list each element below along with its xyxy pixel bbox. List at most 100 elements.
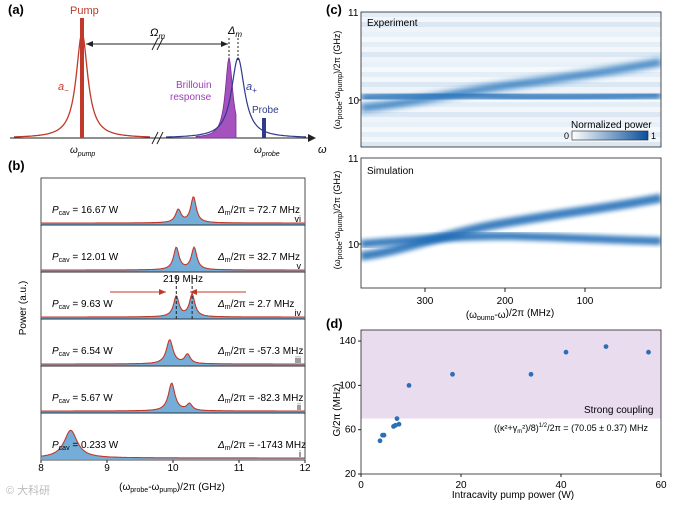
panel-a-label: (a) bbox=[8, 2, 24, 17]
omega-m-label: Ωm bbox=[150, 27, 165, 41]
data-point bbox=[396, 421, 402, 427]
panel-d-label: (d) bbox=[326, 316, 343, 331]
data-point bbox=[528, 371, 534, 377]
panel-d-ytick: 100 bbox=[339, 380, 356, 391]
panel-b-xtick-9: 9 bbox=[104, 463, 110, 474]
brillouin-label-1: Brillouin bbox=[176, 80, 212, 91]
simulation-lower-band bbox=[361, 231, 661, 248]
trace-detuning-ii: Δm/2π = -82.3 MHz bbox=[217, 393, 303, 405]
simulation-upper-band bbox=[361, 193, 661, 261]
experiment-ytick-10: 10 bbox=[348, 96, 360, 107]
simulation-ytick-11: 11 bbox=[348, 154, 359, 165]
trace-detuning-iv: Δm/2π = 2.7 MHz bbox=[217, 299, 294, 311]
simulation-label: Simulation bbox=[367, 166, 414, 177]
colorbar-min: 0 bbox=[564, 131, 569, 141]
trace-detuning-i: Δm/2π = -1743 MHz bbox=[217, 440, 306, 452]
data-point bbox=[450, 371, 455, 377]
panel-d-frame bbox=[360, 329, 662, 475]
panel-c-svg: (c) Experiment Normalized power 0 1 11 1… bbox=[326, 2, 662, 322]
panel-d-xlabel: Intracavity pump power (W) bbox=[452, 490, 574, 501]
trace-power-v: Pcav = 12.01 W bbox=[52, 252, 119, 264]
trace-detuning-v: Δm/2π = 32.7 MHz bbox=[217, 252, 300, 264]
a-plus-label: a+ bbox=[246, 81, 257, 95]
trace-data-iii bbox=[41, 339, 305, 366]
panel-b-ylabel: Power (a.u.) bbox=[18, 281, 29, 335]
panel-b-xtick-10: 10 bbox=[167, 463, 179, 474]
omega-axis-arrow bbox=[308, 134, 316, 142]
watermark: © 大科研 bbox=[6, 485, 51, 497]
trace-fit-ii bbox=[41, 382, 305, 412]
trace-data-ii bbox=[41, 383, 305, 413]
panel-b-xtick-8: 8 bbox=[38, 463, 44, 474]
trace-fit-v bbox=[41, 245, 305, 271]
experiment-lower-band bbox=[361, 90, 661, 103]
panel-d-ytick: 20 bbox=[345, 469, 357, 480]
panel-b-xlabel: (ωprobe-ωpump)/2π (GHz) bbox=[119, 482, 225, 494]
panel-a: (a) Pump a− Ωm Δm a+ Brillouin response bbox=[0, 0, 340, 160]
brillouin-label-2: response bbox=[170, 92, 212, 103]
experiment-label: Experiment bbox=[367, 18, 418, 29]
pump-label: Pump bbox=[70, 5, 99, 17]
panel-b-xticks: 8 9 10 11 12 bbox=[38, 463, 311, 474]
panel-d-xtick: 0 bbox=[358, 480, 364, 491]
colorbar-max: 1 bbox=[651, 131, 656, 141]
experiment-ytick-11: 11 bbox=[348, 8, 359, 19]
omega-axis-label: ω bbox=[318, 144, 327, 156]
probe-bar bbox=[262, 118, 266, 138]
panel-b-xtick-11: 11 bbox=[234, 463, 245, 474]
experiment-heatmap bbox=[361, 12, 661, 147]
data-point bbox=[394, 416, 400, 421]
trace-fit-i bbox=[40, 429, 305, 459]
simulation-frame bbox=[360, 157, 662, 289]
panel-d-xtick: 60 bbox=[655, 480, 667, 491]
trace-fit-iv bbox=[41, 292, 305, 318]
trace-fit-vi bbox=[41, 196, 305, 224]
panel-b-xtick-12: 12 bbox=[299, 463, 311, 474]
trace-data-i bbox=[41, 430, 305, 460]
colorbar bbox=[571, 130, 649, 141]
simulation-ytick-10: 10 bbox=[348, 240, 360, 251]
panel-c-xlabel: (ωpump-ω)/2π (MHz) bbox=[466, 308, 554, 320]
trace-power-vi: Pcav = 16.67 W bbox=[52, 205, 119, 217]
panel-d-xtick: 20 bbox=[455, 480, 467, 491]
simulation-ylabel: (ωprobe-ωpump)/2π (GHz) bbox=[332, 171, 344, 270]
experiment-ylabel: (ωprobe-ωpump)/2π (GHz) bbox=[332, 31, 344, 130]
trace-fit-iii bbox=[41, 339, 305, 365]
data-point bbox=[646, 349, 651, 355]
trace-detuning-iii: Δm/2π = -57.3 MHz bbox=[217, 346, 303, 358]
panel-c-xtick-300: 300 bbox=[417, 296, 434, 307]
data-point bbox=[603, 344, 609, 349]
strong-coupling-region bbox=[361, 330, 661, 419]
panel-b-label: (b) bbox=[8, 158, 25, 173]
axis-break-mark bbox=[151, 37, 164, 145]
trace-roman-iii: iii bbox=[295, 355, 301, 365]
threshold-formula: ((κ²+γm²)/8)1/2/2π = (70.05 ± 0.37) MHz bbox=[494, 423, 649, 435]
trace-roman-vi: vi bbox=[295, 214, 302, 224]
panel-c-xtick-100: 100 bbox=[577, 296, 594, 307]
trace-roman-iv: iv bbox=[295, 308, 302, 318]
trace-detuning-vi: Δm/2π = 72.7 MHz bbox=[217, 205, 300, 217]
trace-power-iv: Pcav = 9.63 W bbox=[52, 299, 113, 311]
panel-c-xtick-200: 200 bbox=[497, 296, 514, 307]
delta-m-label: Δm bbox=[227, 25, 242, 39]
trace-roman-ii: ii bbox=[297, 402, 301, 412]
experiment-upper-band bbox=[361, 58, 661, 112]
panel-b-svg: (b) Power (a.u.) Pcav = 16.67 W Δm/2π = 7… bbox=[8, 158, 311, 494]
panel-d-ylabel: G/2π (MHz) bbox=[332, 383, 343, 436]
omega-pump-label: ωpump bbox=[70, 145, 95, 158]
omega-probe-label: ωprobe bbox=[254, 145, 280, 158]
panel-d-ytick: 140 bbox=[339, 336, 356, 347]
data-point bbox=[406, 383, 412, 388]
pump-bar bbox=[80, 18, 84, 138]
trace-roman-v: v bbox=[297, 261, 302, 271]
colorbar-title: Normalized power bbox=[571, 120, 652, 131]
data-point bbox=[381, 432, 387, 438]
probe-label: Probe bbox=[252, 105, 279, 116]
